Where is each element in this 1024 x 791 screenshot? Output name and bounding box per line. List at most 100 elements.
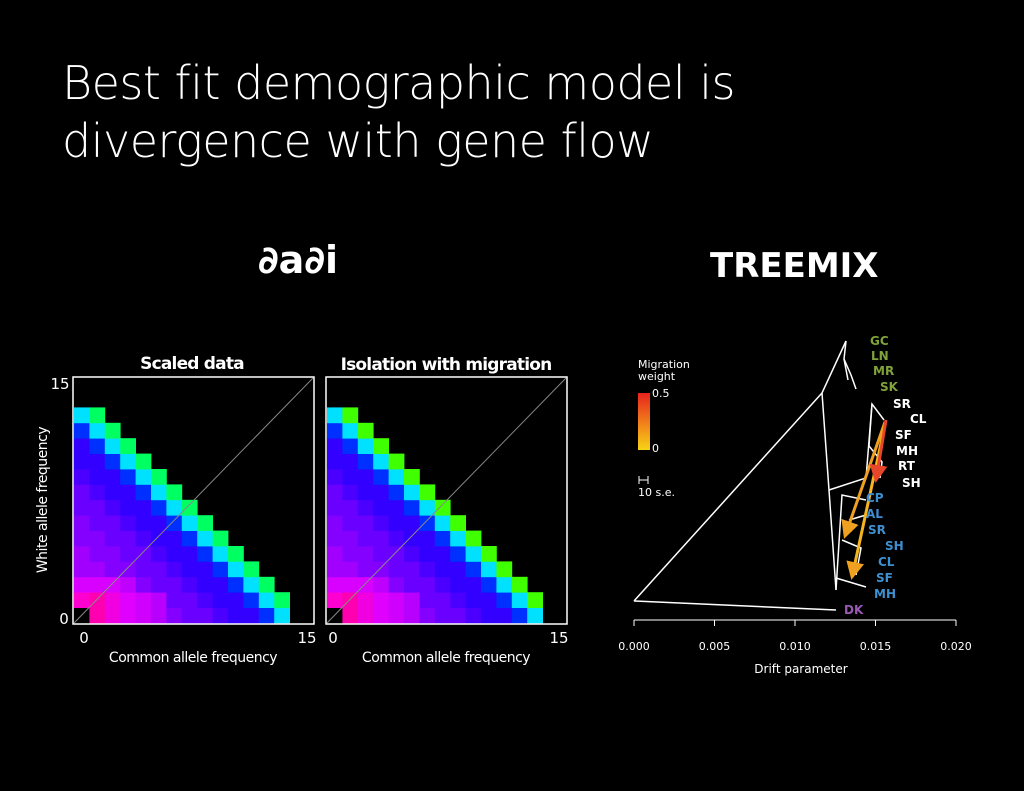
heatmap-cell — [373, 484, 389, 501]
scale-bar-label: 10 s.e. — [638, 486, 675, 499]
heatmap-cell — [258, 607, 275, 624]
heatmap-cell — [120, 484, 136, 501]
heatmap-cell — [74, 576, 90, 593]
heatmap-cell — [357, 530, 374, 547]
tree-branch-green-sub — [843, 358, 849, 381]
heatmap-cell — [373, 576, 389, 593]
heatmap-cell — [228, 576, 244, 593]
heatmap-cell — [89, 576, 106, 593]
heatmap-cell — [104, 515, 121, 531]
heatmap-cell — [243, 576, 260, 593]
heatmap-cell — [357, 561, 374, 578]
heatmap-cell — [404, 576, 420, 593]
heatmap-cell — [228, 607, 244, 624]
heatmap-cell — [181, 499, 198, 516]
heatmap-cell — [104, 422, 121, 439]
title-line-2: divergence with gene flow — [62, 114, 654, 168]
heatmap-cell — [373, 530, 389, 547]
y-tick-min: 0 — [59, 610, 69, 628]
heatmap-cell — [135, 484, 152, 501]
heatmap-cell — [404, 484, 420, 501]
x-axis-label-right: Common allele frequency — [362, 650, 530, 666]
heatmap-cell — [212, 576, 229, 593]
x-axis-ticks: 0.000 0.005 0.010 0.015 0.020 — [618, 620, 972, 653]
heatmap-cell — [228, 561, 244, 578]
leaf-label: MR — [873, 364, 894, 378]
heatmap-cell — [74, 515, 90, 531]
heatmap-cell — [258, 576, 275, 593]
heatmap-cell — [373, 515, 389, 531]
leaf-label: RT — [898, 459, 916, 473]
heatmap-cell — [327, 469, 343, 485]
heatmap-cell — [104, 453, 121, 470]
heatmap-cell — [327, 576, 343, 593]
heatmap-cell — [89, 422, 106, 439]
heatmap-cell — [450, 561, 466, 578]
heatmap-cell — [465, 592, 482, 608]
x-tick-label: 0.020 — [940, 640, 972, 653]
heatmap-cell — [135, 499, 152, 516]
panel-right-frame — [325, 376, 568, 625]
heatmap-cell — [357, 438, 374, 454]
heatmap-cell — [151, 469, 167, 485]
heatmap-cell — [166, 484, 183, 501]
diagonal-left — [73, 377, 314, 624]
heatmap-cell — [434, 576, 451, 593]
heatmap-cell — [373, 607, 389, 624]
heatmap-cell — [89, 561, 106, 578]
heatmap-cell — [404, 515, 420, 531]
heatmap-cell — [197, 515, 213, 531]
leaf-label: SK — [880, 380, 899, 394]
leaf-label: MH — [874, 587, 896, 601]
heatmap-cell — [419, 546, 436, 562]
heatmap-cell — [404, 592, 420, 608]
heatmap-cell — [357, 422, 374, 439]
heatmap-cell — [357, 515, 374, 531]
heatmap-cell — [120, 438, 136, 454]
heatmap-cell — [419, 484, 436, 501]
heatmap-cell — [342, 561, 359, 578]
leaf-label: SF — [895, 428, 912, 442]
heatmap-cell — [197, 576, 213, 593]
heatmap-cell — [120, 469, 136, 485]
heatmap-cell — [212, 546, 229, 562]
heatmap-cell — [274, 592, 290, 608]
leaf-label: CL — [878, 555, 895, 569]
heatmap-cell — [388, 530, 405, 547]
heatmap-cell — [166, 530, 183, 547]
heatmap-cell — [342, 576, 359, 593]
heatmap-cell — [419, 499, 436, 516]
heatmap-cell — [419, 530, 436, 547]
heatmap-cell — [388, 592, 405, 608]
heatmap-cell — [434, 546, 451, 562]
heatmap-cell — [342, 515, 359, 531]
heatmap-cell — [404, 469, 420, 485]
heatmap-cell — [74, 438, 90, 454]
heatmap-cell — [342, 499, 359, 516]
heatmap-cell — [212, 530, 229, 547]
heatmap-cell — [151, 561, 167, 578]
heatmap-cell — [151, 515, 167, 531]
heatmap-cell — [120, 530, 136, 547]
legend-title-line-2: weight — [638, 370, 676, 383]
heatmap-cell — [388, 561, 405, 578]
heatmap-cell — [104, 438, 121, 454]
heatmap-cell — [511, 576, 528, 593]
heatmap-cell — [327, 592, 343, 608]
heatmap-cell — [342, 469, 359, 485]
heatmap-cell — [357, 607, 374, 624]
heatmap-cell — [151, 576, 167, 593]
heatmap-cell — [181, 546, 198, 562]
legend-low-label: 0 — [652, 442, 659, 455]
heatmap-cell — [327, 484, 343, 501]
heatmap-cell — [135, 453, 152, 470]
heatmap-cell — [212, 607, 229, 624]
heatmap-cell — [135, 607, 152, 624]
leaf-label: MH — [896, 444, 918, 458]
heatmap-cell — [74, 592, 90, 608]
heatmap-cell — [89, 484, 106, 501]
heatmap-cell — [135, 546, 152, 562]
title-line-1: Best fit demographic model is — [62, 56, 735, 110]
leaf-label: AL — [866, 507, 883, 521]
